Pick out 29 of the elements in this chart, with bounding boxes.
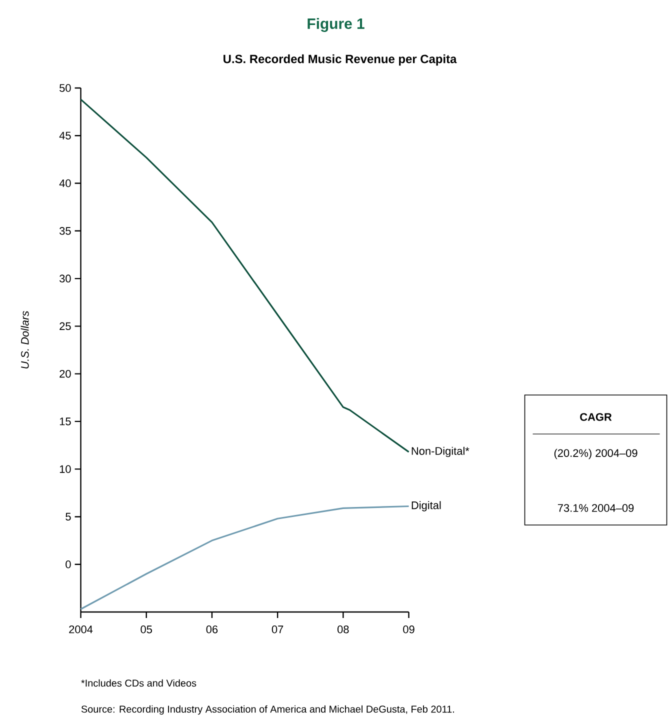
y-tick-label: 5 [66,512,71,521]
line-series [80,505,410,610]
y-tick-label: 35 [60,227,71,235]
x-tick-label: 07 [272,626,284,634]
x-tick-label: 06 [206,626,218,634]
y-tick-label: 45 [59,132,71,140]
text: 73.1% 2004–09 [558,504,634,512]
series-label: Digital [412,501,441,512]
y-tick-label: 40 [59,179,71,188]
y-tick-label: 25 [60,322,71,330]
y-tick-label: 30 [60,274,71,282]
x-tick-label: 05 [140,626,152,634]
text: *Includes CDs and Videos [81,679,196,687]
y-tick-label: 10 [60,465,71,473]
y-tick-label: 50 [60,84,71,92]
y-tick-label: 20 [60,370,71,378]
chart-title: Figure 1 [308,18,365,32]
chart-subtitle: U.S. Recorded Music Revenue per Capita [224,54,457,66]
x-tick-label: 08 [338,626,349,634]
y-axis-title: U.S. Dollars [20,311,29,368]
y-tick-label: 0 [66,560,71,568]
series-label: Non-Digital* [412,446,470,458]
x-tick-label: 2004 [69,626,93,634]
text: CAGR [580,413,612,421]
line-series [80,98,410,453]
y-tick-label: 15 [60,418,71,426]
text: (20.2%) 2004–09 [554,448,638,460]
source-note: Source: Recording Industry Association of America and Michael DeGusta, Feb 2011. [82,705,454,715]
x-tick-label: 09 [403,626,414,634]
